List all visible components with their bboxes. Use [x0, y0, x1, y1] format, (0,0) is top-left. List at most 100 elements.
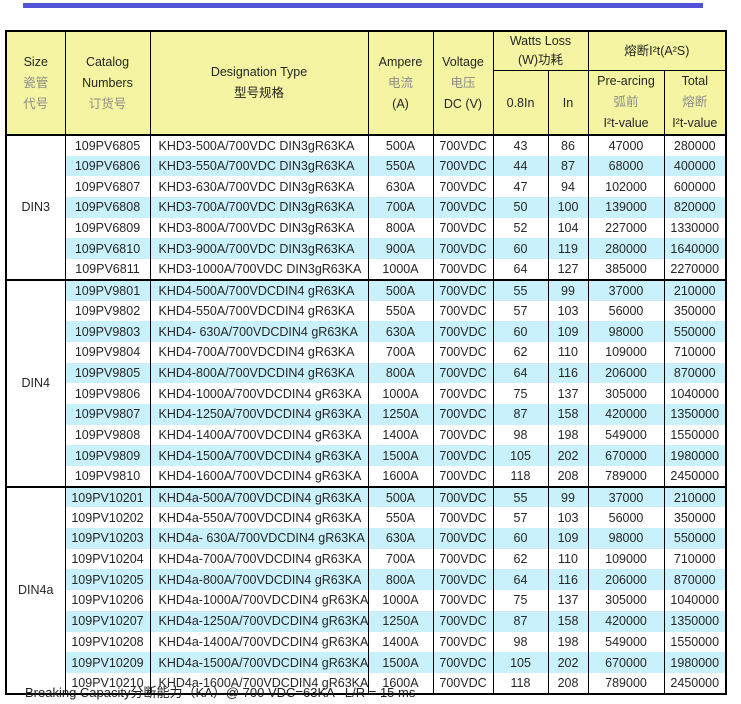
total-cell: 2450000: [663, 466, 727, 487]
catalog-cell: 109PV10205: [64, 569, 151, 591]
table-row: DIN4 109PV9801 KHD4-500A/700VDCDIN4 gR63KA…: [5, 278, 727, 487]
header-designation-en: Designation Type: [210, 65, 308, 79]
prearcing-cell: 56000: [587, 300, 665, 322]
total-cell: 1330000: [663, 217, 727, 239]
voltage-cell: 700VDC: [432, 134, 494, 156]
catalog-cell: 109PV9806: [64, 383, 151, 404]
catalog-cell: 109PV10203: [64, 528, 151, 549]
header-prearcing-cn: 弧前: [613, 95, 639, 109]
voltage-cell: 700VDC: [432, 569, 494, 591]
watts-08in-cell: 118: [492, 672, 549, 694]
catalog-cell: 109PV9807: [64, 403, 151, 425]
header-prearcing: Pre-arcing 弧前 I²t-value: [587, 70, 665, 135]
voltage-cell: 700VDC: [432, 300, 494, 322]
watts-08in-cell: 57: [492, 507, 549, 529]
catalog-cell: 109PV10208: [64, 631, 151, 653]
voltage-cell: 700VDC: [432, 528, 494, 549]
designation-cell: KHD4-1000A/700VDCDIN4 gR63KA: [149, 383, 369, 404]
header-watts-in: In: [547, 70, 589, 135]
voltage-cell: 700VDC: [432, 403, 494, 425]
watts-in-cell: 198: [547, 631, 589, 653]
header-total-sub: I²t-value: [672, 116, 718, 130]
designation-cell: KHD3-900A/700VDC DIN3gR63KA: [149, 238, 369, 260]
voltage-cell: 700VDC: [432, 176, 494, 198]
prearcing-cell: 420000: [587, 610, 665, 632]
prearcing-cell: 227000: [587, 217, 665, 239]
total-cell: 1040000: [663, 383, 727, 404]
watts-08in-cell: 44: [492, 155, 549, 177]
watts-in-cell: 103: [547, 507, 589, 529]
table-row: 109PV10210 KHD4a-1600A/700VDCDIN4 gR63KA 1…: [6, 672, 727, 694]
watts-08in-cell: 57: [492, 300, 549, 322]
header-watts-08in: 0.8In: [492, 70, 549, 135]
table-row: 109PV6808 KHD3-700A/700VDC DIN3gR63KA 700A…: [6, 197, 727, 218]
watts-08in-cell: 105: [492, 445, 549, 466]
voltage-cell: 700VDC: [432, 238, 494, 260]
table-row: 109PV10202 KHD4a-550A/700VDCDIN4 gR63KA 55…: [6, 507, 727, 529]
watts-in-cell: 103: [547, 300, 589, 322]
catalog-cell: 109PV9802: [64, 300, 151, 322]
watts-08in-cell: 75: [492, 383, 549, 404]
watts-08in-cell: 52: [492, 217, 549, 239]
total-cell: 710000: [663, 341, 727, 363]
header-ampere: Ampere 电流 (A): [367, 31, 434, 136]
catalog-cell: 109PV6810: [64, 238, 151, 260]
prearcing-cell: 280000: [587, 238, 665, 260]
watts-in-cell: 110: [547, 548, 589, 570]
fuse-spec-table: Size 瓷管 代号 Catalog Numbers 订货号 Designati…: [5, 30, 728, 695]
table-row: 109PV6810 KHD3-900A/700VDC DIN3gR63KA 900A…: [6, 238, 727, 260]
prearcing-cell: 37000: [587, 278, 665, 301]
designation-cell: KHD4-1400A/700VDCDIN4 gR63KA: [149, 424, 369, 446]
designation-cell: KHD4a-1000A/700VDCDIN4 gR63KA: [149, 590, 369, 611]
prearcing-cell: 206000: [587, 362, 665, 384]
prearcing-cell: 385000: [587, 259, 665, 280]
ampere-cell: 500A: [367, 485, 434, 508]
watts-in-cell: 99: [547, 485, 589, 508]
designation-cell: KHD4-1500A/700VDCDIN4 gR63KA: [149, 445, 369, 466]
watts-in-cell: 94: [547, 176, 589, 198]
prearcing-cell: 102000: [587, 176, 665, 198]
watts-in-cell: 99: [547, 278, 589, 301]
prearcing-cell: 305000: [587, 590, 665, 611]
header-designation: Designation Type 型号规格: [149, 31, 369, 136]
watts-08in-cell: 55: [492, 278, 549, 301]
watts-08in-cell: 60: [492, 238, 549, 260]
total-cell: 350000: [663, 300, 727, 322]
watts-in-cell: 109: [547, 528, 589, 549]
designation-cell: KHD3-550A/700VDC DIN3gR63KA: [149, 155, 369, 177]
prearcing-cell: 305000: [587, 383, 665, 404]
watts-08in-cell: 98: [492, 424, 549, 446]
table-row: 109PV9803 KHD4- 630A/700VDCDIN4 gR63KA 630…: [6, 321, 727, 342]
catalog-cell: 109PV10209: [64, 652, 151, 673]
prearcing-cell: 98000: [587, 321, 665, 342]
prearcing-cell: 139000: [587, 197, 665, 218]
designation-cell: KHD3-500A/700VDC DIN3gR63KA: [149, 134, 369, 156]
table-row: 109PV9809 KHD4-1500A/700VDCDIN4 gR63KA 150…: [6, 445, 727, 466]
voltage-cell: 700VDC: [432, 278, 494, 301]
watts-08in-cell: 64: [492, 259, 549, 280]
voltage-cell: 700VDC: [432, 341, 494, 363]
prearcing-cell: 98000: [587, 528, 665, 549]
voltage-cell: 700VDC: [432, 672, 494, 694]
catalog-cell: 109PV6807: [64, 176, 151, 198]
voltage-cell: 700VDC: [432, 362, 494, 384]
size-cell: DIN4: [5, 278, 66, 487]
ampere-cell: 800A: [367, 569, 434, 591]
ampere-cell: 630A: [367, 528, 434, 549]
prearcing-cell: 420000: [587, 403, 665, 425]
watts-in-cell: 110: [547, 341, 589, 363]
total-cell: 870000: [663, 362, 727, 384]
prearcing-cell: 549000: [587, 631, 665, 653]
table-row: 109PV6806 KHD3-550A/700VDC DIN3gR63KA 550A…: [6, 155, 727, 177]
header-row-sub: 0.8In In Pre-arcing 弧前 I²t-value Total 熔…: [6, 70, 727, 135]
ampere-cell: 1000A: [367, 590, 434, 611]
prearcing-cell: 789000: [587, 672, 665, 694]
table-row: 109PV10207 KHD4a-1250A/700VDCDIN4 gR63KA 1…: [6, 610, 727, 632]
designation-cell: KHD4a-1400A/700VDCDIN4 gR63KA: [149, 631, 369, 653]
table-row: 109PV10208 KHD4a-1400A/700VDCDIN4 gR63KA 1…: [6, 631, 727, 653]
header-prearcing-en: Pre-arcing: [597, 74, 655, 88]
catalog-cell: 109PV9810: [64, 466, 151, 487]
header-row-groups: Size 瓷管 代号 Catalog Numbers 订货号 Designati…: [5, 31, 727, 136]
watts-08in-cell: 47: [492, 176, 549, 198]
prearcing-cell: 549000: [587, 424, 665, 446]
